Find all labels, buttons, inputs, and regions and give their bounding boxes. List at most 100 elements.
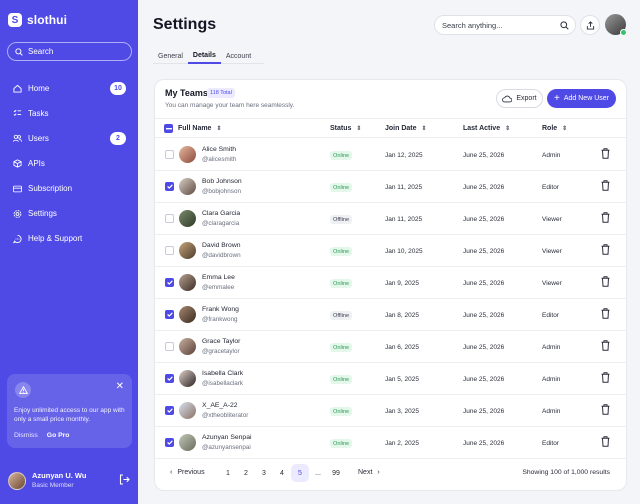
avatar xyxy=(179,306,196,323)
user-full-name: Clara Garcia xyxy=(202,210,241,217)
column-status[interactable]: Status ⇕ xyxy=(330,125,361,132)
close-icon[interactable]: ✕ xyxy=(115,381,124,392)
avatar xyxy=(8,472,26,490)
tab-details[interactable]: Details xyxy=(187,48,221,64)
user-role: Editor xyxy=(542,440,559,447)
table-row[interactable]: Emma Lee @emmalee Online Jan 9, 2025 June 25… xyxy=(155,267,626,299)
sidebar-item-users[interactable]: Users 2 xyxy=(0,126,138,151)
sidebar-search-input[interactable]: Search xyxy=(7,42,132,61)
join-date: Jan 10, 2025 xyxy=(385,248,423,255)
row-checkbox[interactable] xyxy=(165,150,174,159)
sidebar-item-settings[interactable]: Settings xyxy=(0,201,138,226)
sidebar-item-apis[interactable]: APIs xyxy=(0,151,138,176)
table-row[interactable]: Frank Wong @frankwong Offline Jan 8, 2025 Ju… xyxy=(155,299,626,331)
share-button[interactable] xyxy=(580,15,600,35)
join-date: Jan 9, 2025 xyxy=(385,280,419,287)
row-checkbox[interactable] xyxy=(165,278,174,287)
trash-icon[interactable] xyxy=(601,308,610,321)
sidebar-item-label: Home xyxy=(28,84,50,93)
export-button[interactable]: Export xyxy=(496,89,543,108)
dismiss-button[interactable]: Dismiss xyxy=(14,432,38,439)
page-number[interactable]: 1 xyxy=(226,469,230,477)
tab-general[interactable]: General xyxy=(158,52,183,60)
user-full-name: Grace Taylor xyxy=(202,338,241,345)
user-handle: @emmalee xyxy=(202,284,235,291)
logo-icon: S xyxy=(8,13,22,27)
status-badge: Online xyxy=(330,151,353,160)
trash-icon[interactable] xyxy=(601,404,610,417)
status-badge: Online xyxy=(330,407,353,416)
users-count-badge: 2 xyxy=(110,132,126,145)
column-full-name[interactable]: Full Name ⇕ xyxy=(178,125,221,132)
row-checkbox[interactable] xyxy=(165,374,174,383)
current-user[interactable]: Azunyan U. Wu Basic Member xyxy=(8,469,132,493)
sidebar-item-home[interactable]: Home 10 xyxy=(0,76,138,101)
table-row[interactable]: X_AE_A-22 @xtheobliterator Online Jan 3, 20… xyxy=(155,395,626,427)
pagination: ‹ Previous 1 2 3 4 5... 99 Next › Showing 100… xyxy=(155,463,626,485)
trash-icon[interactable] xyxy=(601,244,610,257)
sidebar-item-tasks[interactable]: Tasks xyxy=(0,101,138,126)
page-number[interactable]: 4 xyxy=(280,469,284,477)
join-date: Jan 6, 2025 xyxy=(385,344,419,351)
previous-label: Previous xyxy=(177,469,205,476)
last-active: June 25, 2026 xyxy=(463,216,505,223)
trash-icon[interactable] xyxy=(601,372,610,385)
sort-icon: ⇕ xyxy=(356,125,362,132)
column-role[interactable]: Role ⇕ xyxy=(542,125,567,132)
avatar[interactable] xyxy=(605,14,627,36)
sidebar-item-help[interactable]: Help & Support xyxy=(0,226,138,251)
table-header: Full Name ⇕ Status ⇕ Join Date ⇕ Last Activ… xyxy=(155,118,626,138)
help-icon xyxy=(13,234,22,243)
user-name: Azunyan U. Wu xyxy=(32,471,87,480)
user-handle: @claragarcia xyxy=(202,220,240,227)
column-last-active[interactable]: Last Active ⇕ xyxy=(463,125,510,132)
user-role: Admin xyxy=(542,408,561,415)
sidebar-item-subscription[interactable]: Subscription xyxy=(0,176,138,201)
row-checkbox[interactable] xyxy=(165,438,174,447)
table-row[interactable]: David Brown @davidbrown Online Jan 10, 2025… xyxy=(155,235,626,267)
previous-button[interactable]: ‹ Previous xyxy=(170,469,205,476)
page-number[interactable]: 99 xyxy=(332,469,340,477)
row-checkbox[interactable] xyxy=(165,214,174,223)
trash-icon[interactable] xyxy=(601,212,610,225)
next-button[interactable]: Next › xyxy=(358,469,380,476)
user-role: Editor xyxy=(542,184,559,191)
page-number[interactable]: 5 xyxy=(291,464,309,482)
user-full-name: X_AE_A-22 xyxy=(202,402,238,409)
trash-icon[interactable] xyxy=(601,180,610,193)
trash-icon[interactable] xyxy=(601,436,610,449)
user-handle: @isabellaclark xyxy=(202,380,244,387)
table-row[interactable]: Isabella Clark @isabellaclark Online Jan 5,… xyxy=(155,363,626,395)
sidebar-item-label: Tasks xyxy=(28,109,49,118)
row-checkbox[interactable] xyxy=(165,246,174,255)
go-pro-button[interactable]: Go Pro xyxy=(46,432,70,439)
table-row[interactable]: Clara Garcia @claragarcia Offline Jan 11, 2… xyxy=(155,203,626,235)
cloud-icon xyxy=(502,95,513,102)
user-handle: @gracetaylor xyxy=(202,348,240,355)
table-row[interactable]: Alice Smith @alicesmith Online Jan 12, 2025… xyxy=(155,139,626,171)
status-badge: Online xyxy=(330,375,353,384)
table-row[interactable]: Grace Taylor @gracetaylor Online Jan 6, 202… xyxy=(155,331,626,363)
select-all-checkbox[interactable] xyxy=(164,124,173,133)
search-input[interactable]: Search anything... xyxy=(434,15,576,35)
row-checkbox[interactable] xyxy=(165,342,174,351)
column-join-date[interactable]: Join Date ⇕ xyxy=(385,125,427,132)
column-label: Join Date xyxy=(385,125,417,132)
plus-icon: + xyxy=(554,92,560,104)
add-user-button[interactable]: + Add New User xyxy=(547,89,616,108)
table-row[interactable]: Bob Johnson @bobjohnson Online Jan 11, 2025… xyxy=(155,171,626,203)
trash-icon[interactable] xyxy=(601,148,610,161)
brand[interactable]: S slothui xyxy=(8,13,67,27)
table-row[interactable]: Azunyan Senpai @azunyansenpai Online Jan 2,… xyxy=(155,427,626,459)
join-date: Jan 12, 2025 xyxy=(385,152,423,159)
trash-icon[interactable] xyxy=(601,340,610,353)
tab-account[interactable]: Account xyxy=(225,52,252,60)
user-full-name: Frank Wong xyxy=(202,306,239,313)
page-number[interactable]: 3 xyxy=(262,469,266,477)
page-number[interactable]: 2 xyxy=(244,469,248,477)
row-checkbox[interactable] xyxy=(165,406,174,415)
logout-icon[interactable] xyxy=(119,474,130,487)
row-checkbox[interactable] xyxy=(165,182,174,191)
trash-icon[interactable] xyxy=(601,276,610,289)
row-checkbox[interactable] xyxy=(165,310,174,319)
